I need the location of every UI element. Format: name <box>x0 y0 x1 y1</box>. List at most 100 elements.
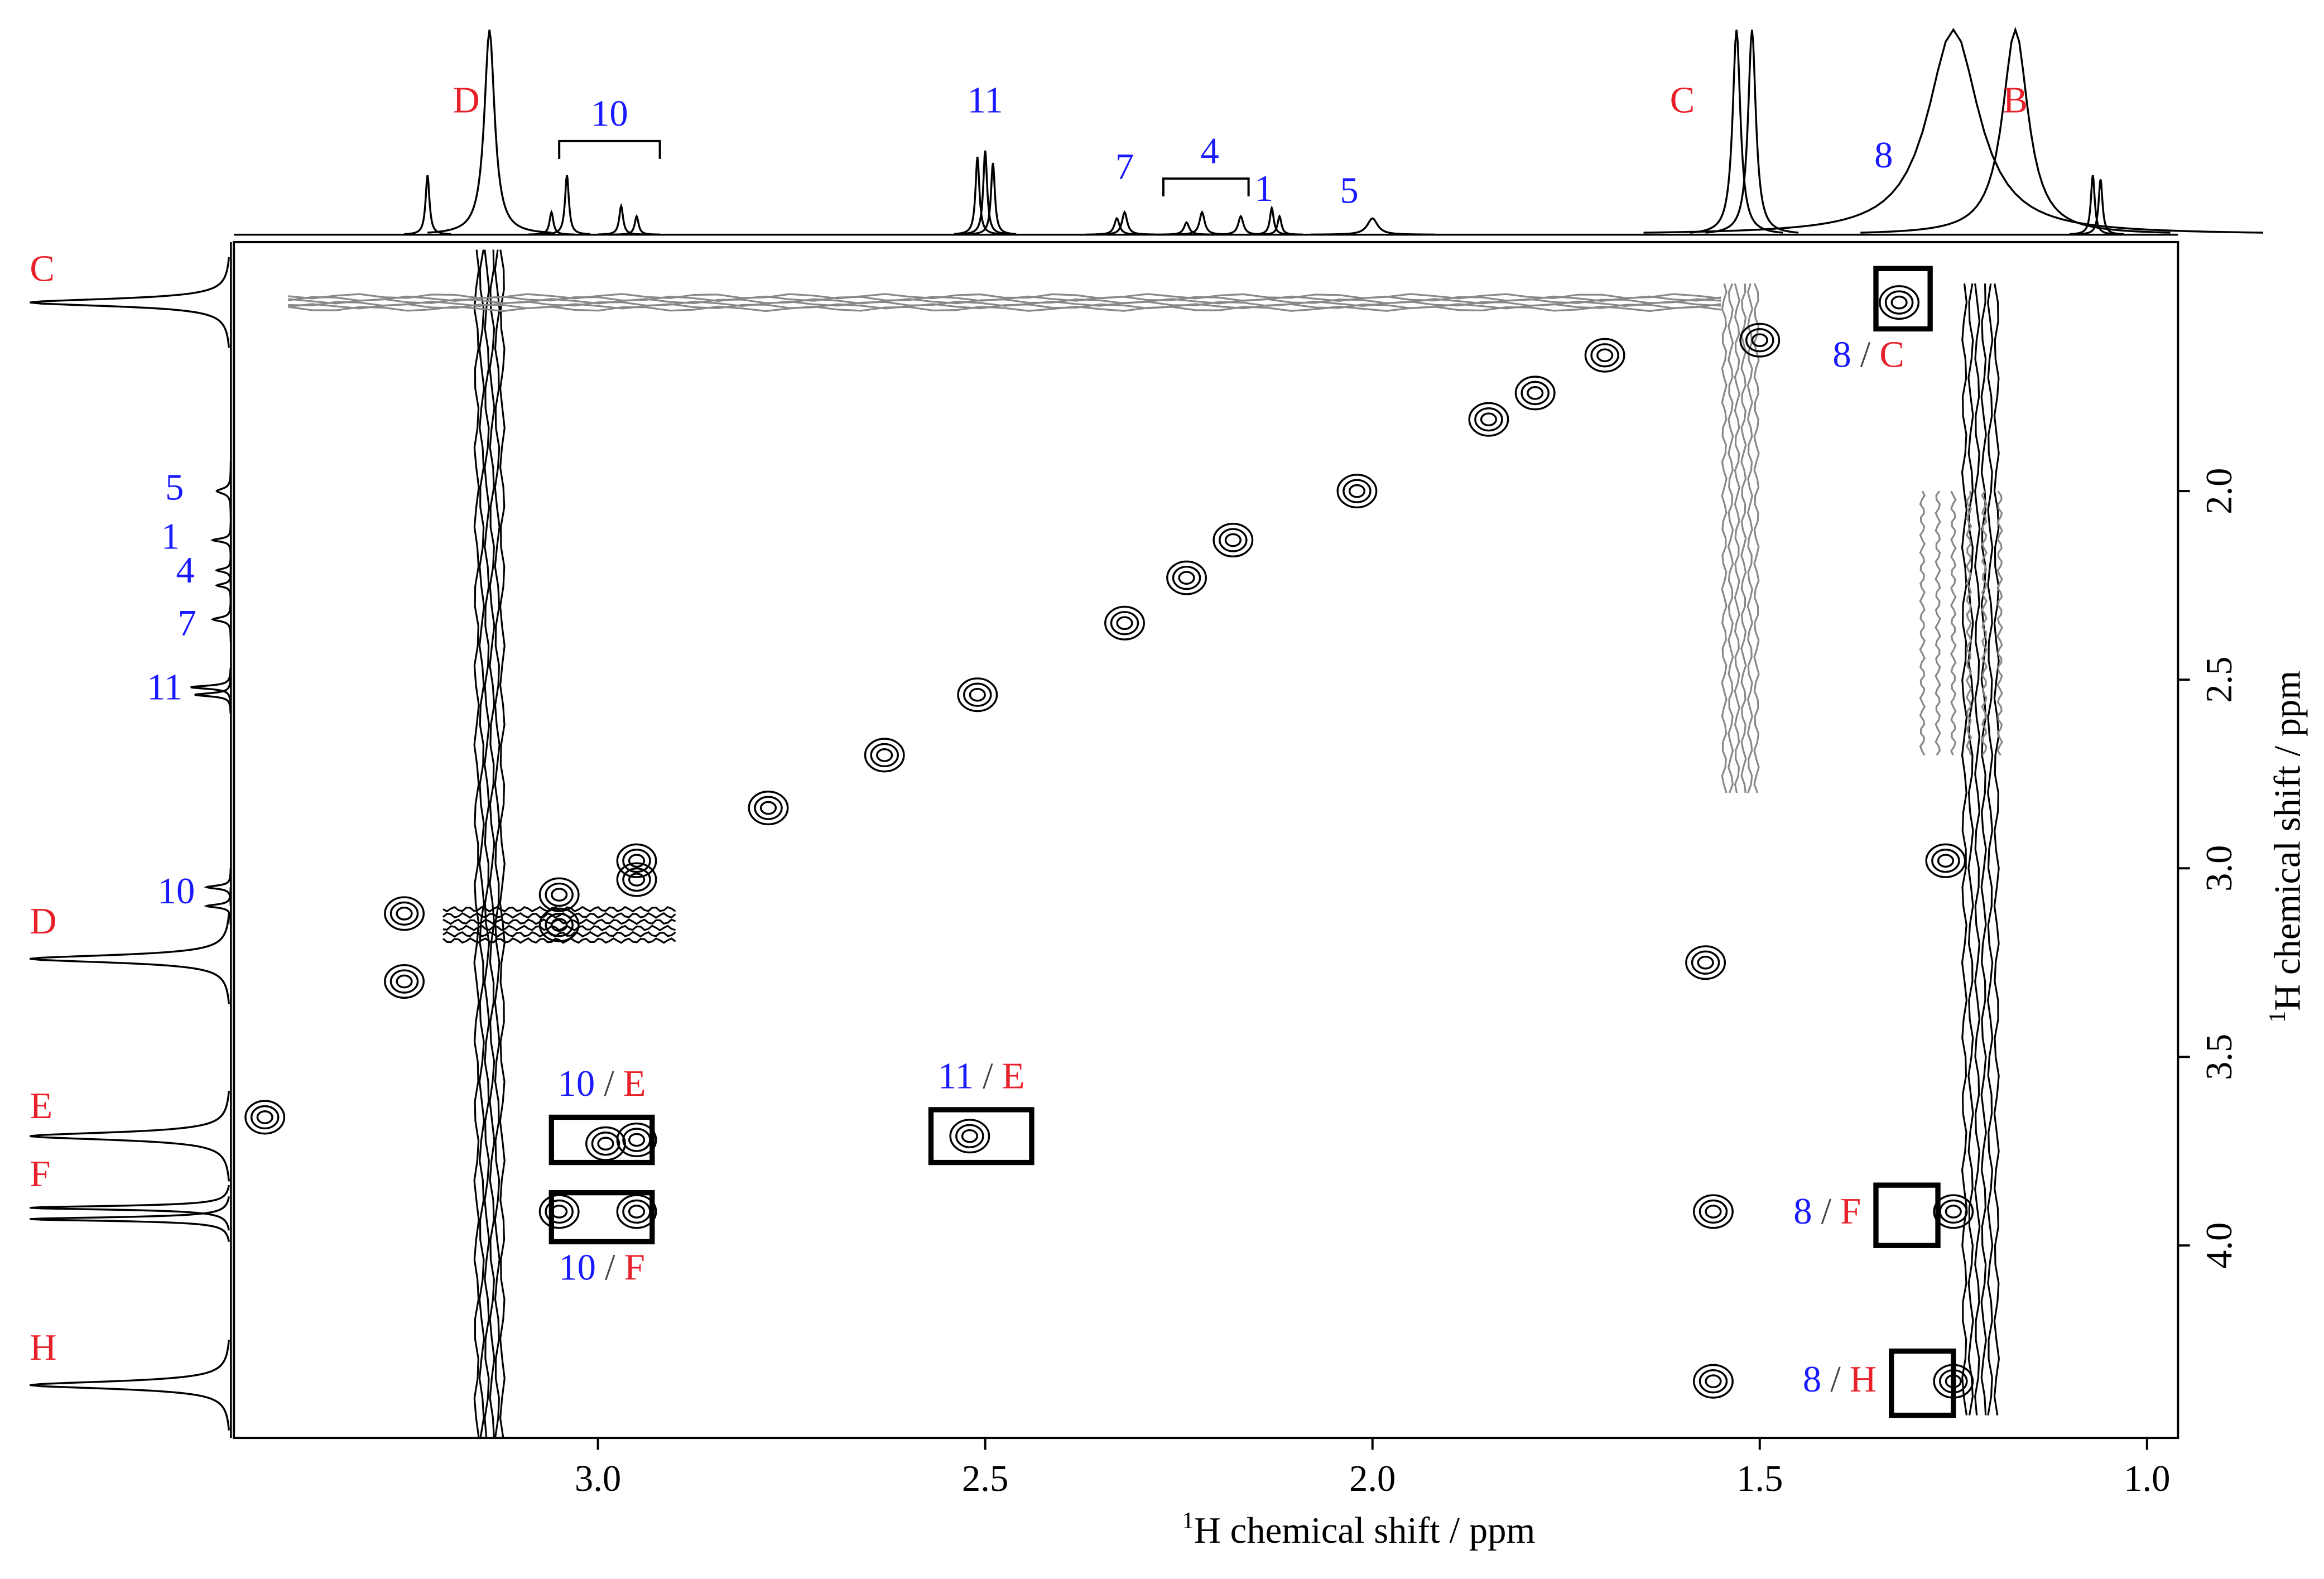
contour <box>748 791 789 826</box>
top-peak <box>1310 217 1435 236</box>
top-peak <box>1256 214 1303 236</box>
cross-peak <box>1693 1194 1734 1229</box>
contour <box>389 969 419 994</box>
cross-peak <box>538 907 580 942</box>
top-peak <box>1690 30 1783 234</box>
ridge-line <box>478 249 485 1438</box>
contour <box>1514 376 1556 411</box>
contour <box>628 854 646 868</box>
left-peak <box>30 1340 230 1431</box>
ridge-line <box>1974 283 1981 1416</box>
left-peak <box>204 887 232 925</box>
top-peak <box>1093 210 1156 235</box>
top-peak <box>404 175 451 235</box>
box-label-separator: / <box>1821 1192 1832 1233</box>
label-bracket <box>558 139 661 159</box>
top-peak <box>1248 205 1295 235</box>
box-label-from: 10 <box>557 1064 595 1105</box>
left-peak <box>30 257 230 348</box>
contour <box>949 1119 990 1154</box>
contour <box>1521 381 1550 406</box>
contour <box>1925 843 1966 878</box>
contour <box>1699 1369 1728 1394</box>
contour <box>628 873 646 887</box>
cross-peak <box>244 1100 286 1135</box>
box-label: 10/F <box>559 1248 644 1288</box>
ridge-line <box>1721 283 1728 793</box>
contour <box>1745 328 1774 353</box>
ridge-line <box>499 249 506 1438</box>
ridge <box>288 293 1721 312</box>
contour <box>622 867 651 892</box>
contour <box>538 877 580 912</box>
contour <box>384 964 425 999</box>
contour <box>955 1124 984 1148</box>
top-peak-label: 5 <box>1340 170 1358 211</box>
top-peak <box>969 162 1017 235</box>
contour <box>1104 605 1145 641</box>
y-axis-title-text: H chemical shift / ppm <box>2267 671 2308 1011</box>
left-peak <box>194 676 232 714</box>
contour <box>876 748 893 762</box>
box-label-from: 8 <box>1793 1192 1812 1233</box>
contour <box>616 843 657 878</box>
contour <box>1739 322 1781 358</box>
box-label-from: 11 <box>938 1056 974 1097</box>
box-label-separator: / <box>983 1056 993 1097</box>
left-peak <box>30 1185 230 1231</box>
contour <box>616 862 657 897</box>
left-peak <box>210 521 232 559</box>
left-peak <box>30 1090 230 1182</box>
top-peak <box>427 30 552 234</box>
box-label-from: 8 <box>1832 335 1851 376</box>
box-label-to: F <box>624 1248 645 1288</box>
contour <box>384 896 425 931</box>
cross-peak <box>1212 523 1254 558</box>
top-peak <box>1643 28 2264 234</box>
box-label: 10/E <box>557 1064 646 1105</box>
left-peak <box>215 551 232 589</box>
contour <box>545 1199 574 1224</box>
contour <box>1527 386 1544 400</box>
contour <box>1884 290 1914 315</box>
contour <box>1224 533 1242 547</box>
contour <box>1693 1364 1734 1399</box>
contour <box>597 1137 614 1151</box>
box-label-to: H <box>1850 1359 1876 1400</box>
contour <box>244 1100 286 1135</box>
contour <box>551 888 568 902</box>
top-peak <box>1860 26 2171 234</box>
ridge-line <box>1996 490 2003 756</box>
contour <box>1584 338 1625 373</box>
ridge-line <box>1935 490 1941 756</box>
box-label-to: E <box>1002 1056 1025 1097</box>
top-peak-label: 11 <box>968 80 1003 121</box>
left-peak-label: 11 <box>147 667 182 708</box>
ridge <box>1961 283 2000 1416</box>
contour <box>628 1133 646 1147</box>
x-axis-title: 1H chemical shift / ppm <box>1182 1508 1535 1552</box>
y-axis-title-sup: 1 <box>2264 1011 2291 1023</box>
box-label-separator: / <box>604 1064 614 1105</box>
cross-peak <box>1514 376 1556 411</box>
box-label-to: E <box>623 1064 646 1105</box>
y-tick-label: 4.0 <box>2199 1222 2240 1269</box>
left-peak-label: 10 <box>158 871 195 912</box>
box-label-from: 10 <box>559 1248 596 1288</box>
ridge-line <box>1727 283 1734 793</box>
ridge <box>473 249 506 1438</box>
contour <box>1693 1194 1734 1229</box>
ridge-line <box>1753 283 1760 793</box>
contour <box>1178 571 1195 585</box>
top-peak <box>598 203 644 235</box>
contour <box>1937 854 1955 868</box>
contour <box>1705 1374 1722 1389</box>
cross-peak <box>949 1119 990 1154</box>
ridge-line <box>442 937 676 944</box>
cross-peak <box>1925 843 1966 878</box>
cross-peak <box>616 843 657 878</box>
contour <box>545 912 574 937</box>
ridge-line <box>1950 490 1957 756</box>
contour <box>864 738 905 773</box>
